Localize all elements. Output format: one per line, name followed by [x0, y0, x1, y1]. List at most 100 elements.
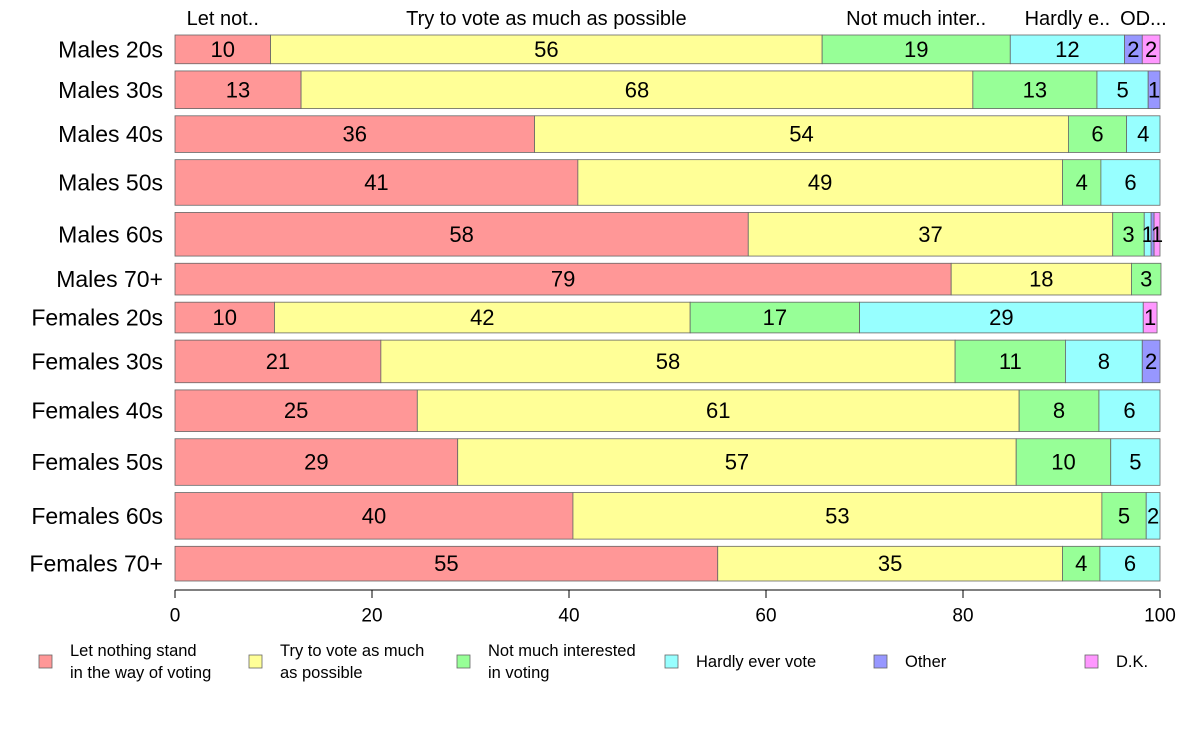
data-label: 3 [1122, 222, 1134, 247]
segment-top-label: Not much inter.. [846, 8, 986, 30]
bar-segment [1142, 301, 1158, 334]
bar-segment [1098, 389, 1161, 432]
data-label: 8 [1053, 398, 1065, 423]
bar-row: 25 61 8 6 [174, 389, 1161, 432]
bar-segment [1153, 212, 1161, 257]
data-label: 29 [989, 305, 1013, 330]
data-label: 35 [878, 551, 902, 576]
legend-label: D.K. [1116, 653, 1148, 671]
data-label: 12 [1055, 37, 1079, 62]
category-label: Males 70+ [56, 266, 163, 292]
legend-item: Let nothing stand in the way of voting [38, 642, 211, 682]
bar-segment [747, 212, 1114, 257]
data-label: 55 [434, 551, 458, 576]
bar-row: 40 53 5 2 [174, 492, 1161, 540]
x-tick-label: 60 [755, 606, 776, 627]
legend-item: Other [873, 653, 947, 671]
category-label: Females 20s [31, 305, 163, 331]
data-label: 10 [211, 37, 235, 62]
x-axis: 0 20 40 60 80 100 [170, 589, 1176, 627]
bar-segment [717, 545, 1063, 582]
bar-segment [1141, 339, 1161, 384]
data-label: 18 [1029, 267, 1053, 292]
data-label: 49 [808, 170, 832, 195]
legend-label: Hardly ever vote [696, 653, 816, 671]
data-label: 68 [625, 77, 649, 102]
data-label: 5 [1129, 450, 1141, 475]
bar-segment [572, 492, 1103, 540]
legend-label: as possible [280, 664, 363, 682]
data-label: 10 [213, 305, 237, 330]
legend-swatch [248, 654, 263, 669]
bar-segment [1145, 492, 1161, 540]
data-label: 40 [362, 503, 386, 528]
segment-top-label: O.. [1120, 8, 1147, 30]
data-label: 2 [1147, 503, 1159, 528]
bar-segment [1126, 115, 1161, 153]
segment-top-label: Hardly e.. [1025, 8, 1111, 30]
category-label: Males 30s [58, 77, 163, 103]
legend-swatch [664, 654, 679, 669]
bar-row: 10 56 19 12 2 2 [174, 34, 1161, 65]
bar-segment [174, 438, 459, 486]
data-label: 56 [534, 37, 558, 62]
bar-segment [1141, 34, 1161, 65]
data-label: 10 [1051, 450, 1075, 475]
x-tick-label: 40 [558, 606, 579, 627]
bar-segment [1131, 262, 1162, 296]
bar-segment [1062, 159, 1102, 206]
bar-row: 21 58 11 8 2 [174, 339, 1161, 384]
legend-label: Let nothing stand [70, 642, 197, 660]
data-label: 13 [1023, 77, 1047, 102]
category-label: Females 60s [31, 503, 163, 529]
data-label: 1 [1151, 222, 1163, 247]
legend: Let nothing stand in the way of voting Try… [38, 642, 1148, 682]
bar-segment [859, 301, 1144, 334]
segment-top-label: Try to vote as much as possible [406, 8, 687, 30]
category-label: Males 60s [58, 221, 163, 247]
data-label: 42 [470, 305, 494, 330]
data-label: 58 [449, 222, 473, 247]
bar-segment [954, 339, 1066, 384]
bar-row: 10 42 17 29 1 [174, 301, 1158, 334]
data-label: 1 [1144, 305, 1156, 330]
bar-segment [300, 70, 974, 110]
category-label: Females 50s [31, 449, 163, 475]
data-label: 8 [1098, 349, 1110, 374]
data-label: 17 [763, 305, 787, 330]
legend-item: Hardly ever vote [664, 653, 816, 671]
legend-label: Not much interested [488, 642, 636, 660]
bar-segment [457, 438, 1017, 486]
data-label: 2 [1145, 37, 1157, 62]
data-label: 57 [725, 450, 749, 475]
legend-swatch [873, 654, 888, 669]
data-label: 5 [1116, 77, 1128, 102]
bar-segment [174, 301, 275, 334]
data-label: 21 [266, 349, 290, 374]
bar-row: 79 18 3 [174, 262, 1162, 296]
data-label: 3 [1140, 267, 1152, 292]
data-label: 6 [1124, 551, 1136, 576]
legend-label: Try to vote as much [280, 642, 424, 660]
legend-item: D.K. [1084, 653, 1148, 671]
bar-segment [174, 339, 382, 384]
bar-segment [534, 115, 1069, 153]
data-label: 19 [904, 37, 928, 62]
bar-segment [972, 70, 1098, 110]
x-tick-label: 20 [361, 606, 382, 627]
legend-label: Other [905, 653, 947, 671]
data-label: 54 [789, 122, 813, 147]
data-label: 11 [999, 349, 1022, 374]
bar-segment [1110, 438, 1161, 486]
data-label: 4 [1076, 170, 1088, 195]
bar-segment [270, 34, 823, 65]
legend-item: Try to vote as much as possible [248, 642, 424, 682]
data-label: 37 [918, 222, 942, 247]
bar-segment [416, 389, 1020, 432]
bar-row: 58 37 3 11 [174, 212, 1163, 257]
bar-segment [380, 339, 956, 384]
category-label: Males 50s [58, 169, 163, 195]
data-label: 58 [656, 349, 680, 374]
bar-segment [1112, 212, 1145, 257]
category-label: Males 40s [58, 121, 163, 147]
